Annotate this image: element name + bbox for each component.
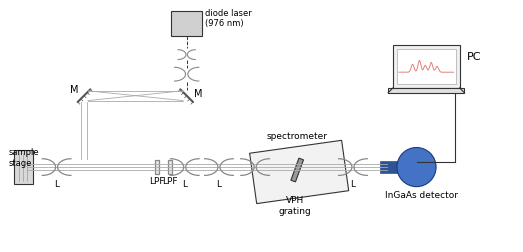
Bar bbox=[171, 11, 202, 36]
Circle shape bbox=[397, 147, 436, 187]
Text: L: L bbox=[217, 180, 221, 189]
Text: L: L bbox=[350, 180, 356, 189]
Text: diode laser
(976 nm): diode laser (976 nm) bbox=[205, 9, 252, 28]
Bar bbox=[14, 150, 33, 184]
Text: M: M bbox=[70, 85, 79, 95]
Text: LPF: LPF bbox=[150, 177, 165, 186]
Bar bbox=[393, 45, 460, 88]
Polygon shape bbox=[249, 140, 349, 204]
Polygon shape bbox=[291, 158, 303, 182]
Text: M: M bbox=[194, 89, 202, 99]
Text: InGaAs detector: InGaAs detector bbox=[385, 191, 458, 200]
Bar bbox=[397, 49, 456, 84]
Bar bbox=[388, 88, 464, 93]
Text: LPF: LPF bbox=[162, 177, 178, 186]
Text: L: L bbox=[54, 180, 59, 189]
Text: spectrometer: spectrometer bbox=[267, 132, 328, 141]
Text: L: L bbox=[182, 180, 187, 189]
Text: PC: PC bbox=[468, 52, 482, 61]
Bar bbox=[168, 160, 172, 174]
Text: VPH
grating: VPH grating bbox=[279, 196, 312, 216]
Bar bbox=[402, 164, 410, 170]
Bar bbox=[155, 160, 160, 174]
Text: sample
stage: sample stage bbox=[9, 148, 39, 168]
Bar bbox=[380, 161, 402, 173]
